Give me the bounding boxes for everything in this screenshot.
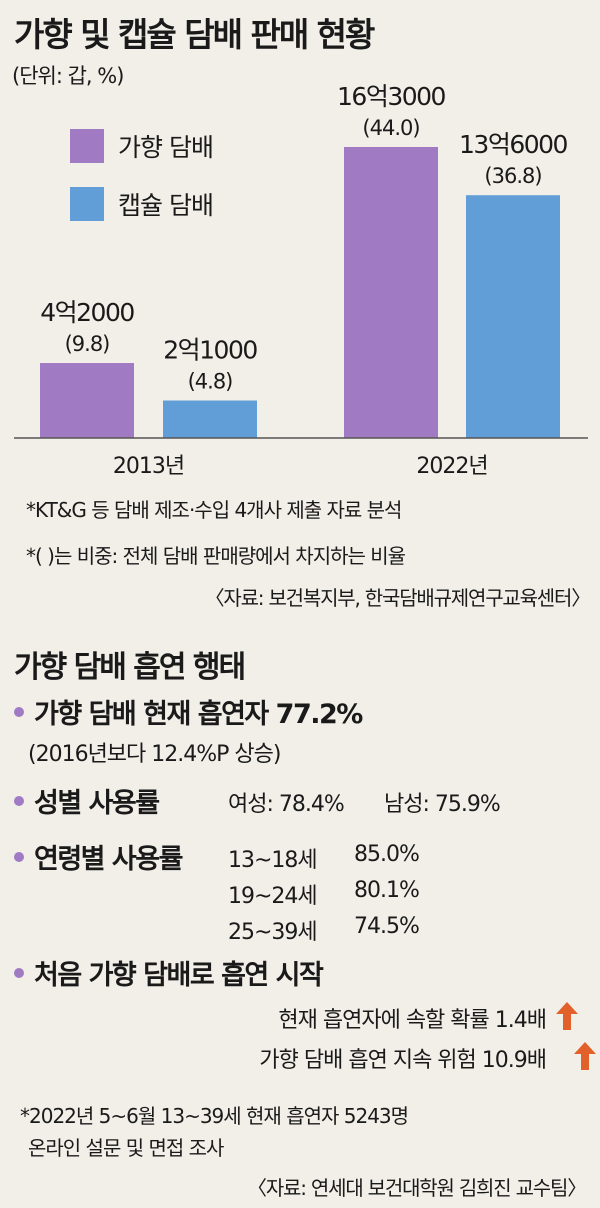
page-title: 가향 및 캡슐 담배 판매 현황: [14, 15, 375, 54]
bar-value-label: 2억1000: [163, 336, 257, 365]
bar-capsule-1: [466, 195, 560, 438]
age-rate: 85.0%: [354, 842, 420, 867]
survey-note: *2022년 5~6월 13~39세 현재 흡연자 5243명: [20, 1104, 409, 1128]
age-rate: 80.1%: [354, 878, 420, 903]
age-range: 19~24세: [228, 884, 318, 909]
age-rate: 74.5%: [354, 914, 420, 939]
arrow-up-icon: [574, 1042, 596, 1070]
note-share-definition: *( )는 비중: 전체 담배 판매량에서 차지하는 비율: [26, 544, 406, 568]
bar-capsule-0: [163, 400, 257, 438]
female-rate: 여성: 78.4%: [228, 792, 345, 817]
unit-label: (단위: 갑, %): [12, 64, 124, 88]
bar-flavored-0: [40, 363, 134, 438]
risk-current-smoker: 현재 흡연자에 속할 확률 1.4배: [278, 1008, 547, 1033]
current-smoker-heading: 가향 담배 현재 흡연자 77.2%: [34, 699, 363, 730]
gender-heading: 성별 사용률: [34, 788, 160, 819]
current-smoker-change: (2016년보다 12.4%P 상승): [28, 742, 281, 767]
bullet-icon: [14, 852, 24, 862]
legend-item-capsule: 캡슐 담배: [70, 186, 214, 222]
bullet-icon: [14, 968, 24, 978]
legend-label-capsule: 캡슐 담배: [118, 191, 214, 220]
note-source-analysis: *KT&G 등 담배 제조·수입 4개사 제출 자료 분석: [26, 498, 402, 522]
legend-swatch-capsule: [70, 187, 104, 221]
legend-item-flavored: 가향 담배: [70, 128, 214, 164]
bar-value-label: 16억3000: [337, 82, 446, 111]
first-start-heading: 처음 가향 담배로 흡연 시작: [34, 960, 324, 991]
age-heading: 연령별 사용률: [34, 844, 183, 875]
bar-flavored-1: [344, 147, 438, 438]
bar-share-label: (4.8): [188, 370, 233, 394]
arrow-up-icon: [556, 1002, 578, 1030]
bullet-icon: [14, 796, 24, 806]
bar-value-label: 13억6000: [459, 130, 568, 159]
source-credit-2: 〈자료: 연세대 보건대학원 김희진 교수팀〉: [247, 1176, 587, 1200]
age-range: 25~39세: [228, 920, 318, 945]
survey-method: 온라인 설문 및 면접 조사: [28, 1136, 224, 1160]
legend-swatch-flavored: [70, 129, 104, 163]
bar-share-label: (44.0): [362, 116, 419, 140]
bar-share-label: (36.8): [484, 164, 541, 188]
age-range: 13~18세: [228, 848, 318, 873]
bar-value-label: 4억2000: [40, 298, 134, 327]
risk-continued-smoking: 가향 담배 흡연 지속 위험 10.9배: [259, 1048, 547, 1073]
section-title: 가향 담배 흡연 행태: [14, 650, 246, 685]
legend-label-flavored: 가향 담배: [118, 133, 214, 162]
male-rate: 남성: 75.9%: [384, 792, 501, 817]
x-tick-label: 2022년: [416, 454, 487, 479]
bar-share-label: (9.8): [65, 332, 110, 356]
source-credit-1: 〈자료: 보건복지부, 한국담배규제연구교육센터〉: [204, 586, 592, 610]
bullet-icon: [14, 707, 24, 717]
x-tick-label: 2013년: [113, 454, 184, 479]
bar-chart: 4억2000 (9.8) 2억1000 (4.8) 2013년 16억3000 (44.0)…: [14, 82, 588, 479]
